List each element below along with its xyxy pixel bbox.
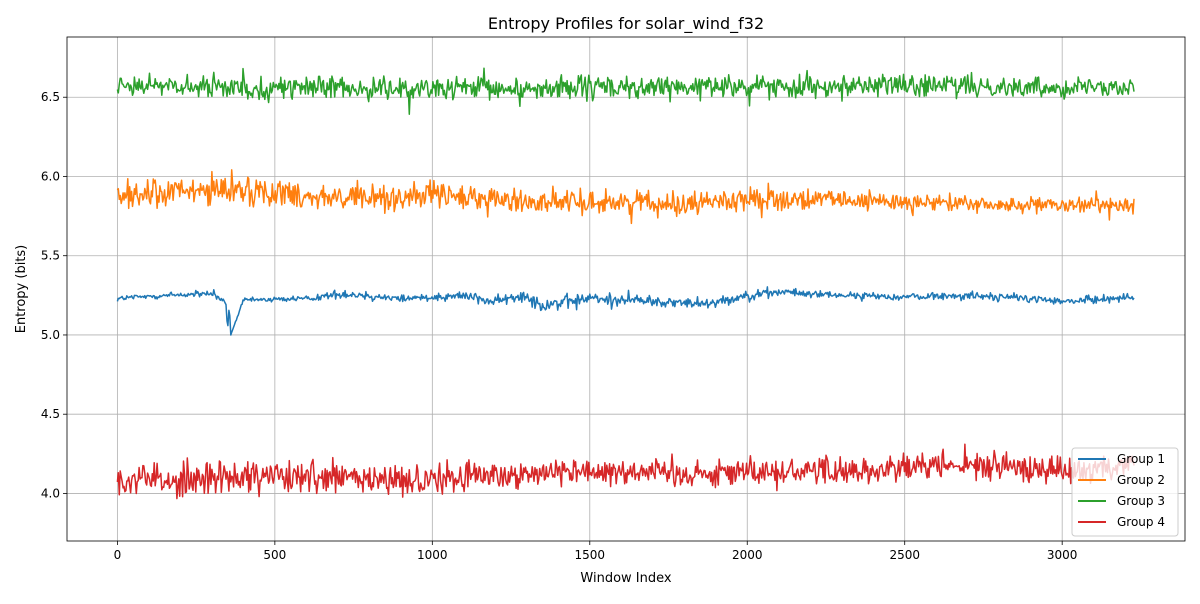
x-axis-label: Window Index (580, 571, 671, 586)
legend-label: Group 3 (1117, 494, 1165, 508)
y-tick-label: 5.0 (41, 328, 60, 342)
series-line-group-1 (116, 286, 1135, 336)
legend: Group 1 Group 2 Group 3 Group 4 (1071, 447, 1179, 537)
x-tick-label: 500 (263, 548, 286, 562)
y-tick-label: 6.0 (41, 169, 60, 183)
y-tick-label: 6.5 (41, 90, 60, 104)
grid (67, 37, 1185, 541)
x-tick-label: 0 (114, 548, 122, 562)
x-tick-label: 1500 (575, 548, 606, 562)
plot-area-frame (66, 36, 1186, 542)
series-line-group-4 (116, 443, 1135, 500)
series-lines (116, 67, 1135, 500)
x-tick-label: 2500 (889, 548, 920, 562)
x-tick-label: 2000 (732, 548, 763, 562)
series-line-group-2 (116, 169, 1135, 225)
x-tick-label: 3000 (1047, 548, 1078, 562)
x-tick-label: 1000 (417, 548, 448, 562)
legend-label: Group 4 (1117, 515, 1165, 529)
chart-title: Entropy Profiles for solar_wind_f32 (488, 14, 764, 34)
legend-box (1071, 447, 1179, 537)
y-tick-label: 4.0 (41, 486, 60, 500)
y-tick-label: 4.5 (41, 407, 60, 421)
legend-label: Group 1 (1117, 452, 1165, 466)
y-axis-label: Entropy (bits) (14, 245, 29, 334)
series-line-group-3 (116, 67, 1135, 115)
legend-label: Group 2 (1117, 473, 1165, 487)
y-tick-label: 5.5 (41, 249, 60, 263)
ticks: 0 500 1000 1500 2000 2500 3000 4.0 4.5 5.0 5.5 6.0 6… (41, 90, 1078, 562)
